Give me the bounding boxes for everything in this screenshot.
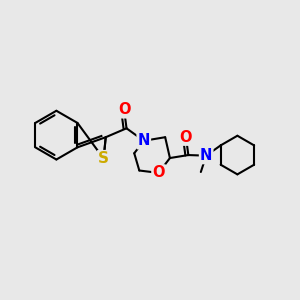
Text: O: O xyxy=(152,165,165,180)
Text: S: S xyxy=(98,151,109,166)
Text: O: O xyxy=(118,102,130,117)
Text: N: N xyxy=(138,133,150,148)
Text: N: N xyxy=(200,148,212,163)
Text: O: O xyxy=(180,130,192,145)
